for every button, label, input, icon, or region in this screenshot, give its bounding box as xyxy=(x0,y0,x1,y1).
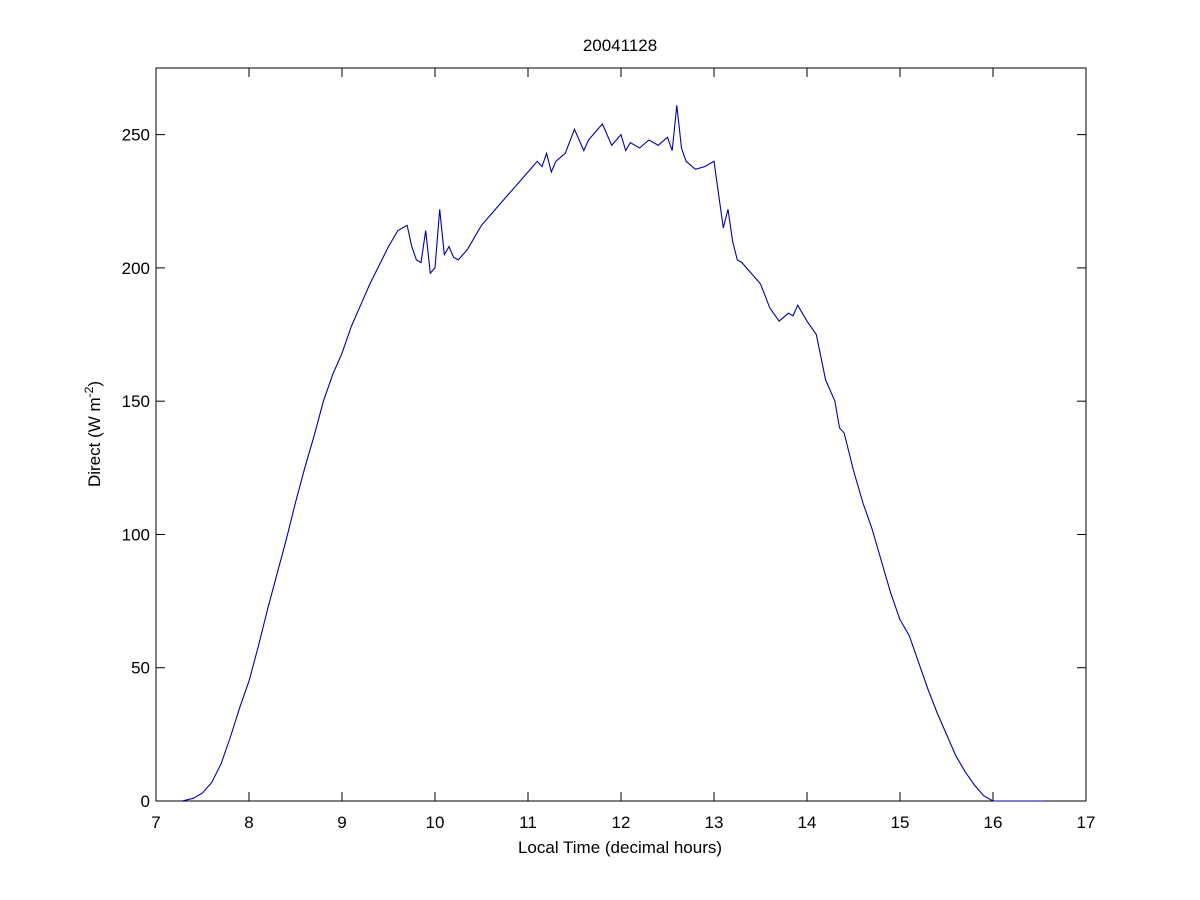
y-axis-label-superscript: -2 xyxy=(82,386,96,397)
x-axis: 7 8 9 10 11 12 13 14 15 16 17 xyxy=(151,68,1095,832)
chart-title: 20041128 xyxy=(583,36,657,55)
y-axis-label-main: Direct (W m xyxy=(85,397,104,487)
x-tick-label: 16 xyxy=(984,813,1003,832)
y-tick-label: 200 xyxy=(122,259,150,278)
y-tick-label: 250 xyxy=(122,126,150,145)
y-tick-label: 0 xyxy=(141,792,150,811)
x-tick-label: 17 xyxy=(1077,813,1096,832)
y-axis-label: Direct (W m-2) xyxy=(82,381,104,487)
x-tick-label: 10 xyxy=(426,813,445,832)
x-tick-label: 14 xyxy=(798,813,817,832)
x-tick-label: 8 xyxy=(244,813,253,832)
y-axis: 0 50 100 150 200 250 xyxy=(122,126,1086,811)
x-tick-label: 7 xyxy=(151,813,160,832)
x-tick-label: 12 xyxy=(612,813,631,832)
x-tick-label: 11 xyxy=(519,813,537,832)
y-tick-label: 50 xyxy=(131,659,150,678)
series-line xyxy=(181,105,1045,802)
y-tick-label: 150 xyxy=(122,392,150,411)
x-tick-label: 15 xyxy=(891,813,910,832)
y-axis-label-close: ) xyxy=(85,381,104,387)
x-axis-label: Local Time (decimal hours) xyxy=(518,838,722,857)
y-tick-label: 100 xyxy=(122,525,150,544)
x-tick-label: 13 xyxy=(705,813,724,832)
x-tick-label: 9 xyxy=(337,813,346,832)
